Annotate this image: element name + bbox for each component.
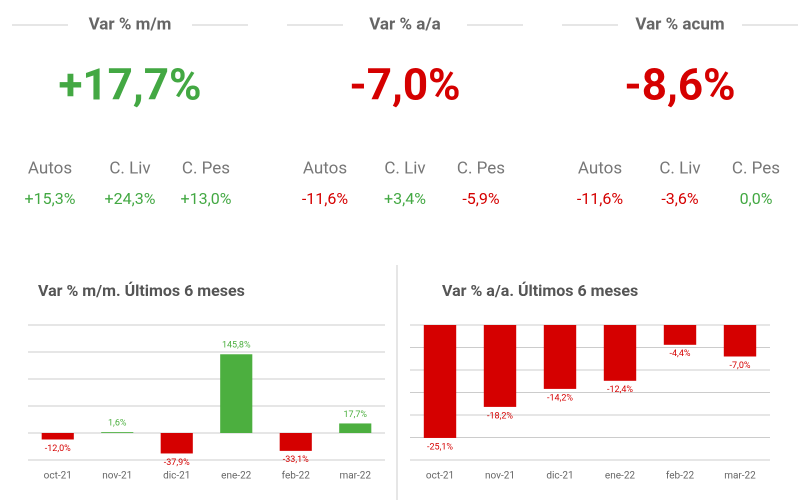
kpi-item-value: -11,6% — [577, 189, 624, 208]
kpi-item-value: -11,6% — [302, 189, 349, 208]
bar — [724, 325, 756, 357]
bar — [220, 354, 252, 433]
kpi-item-label: Autos — [303, 158, 347, 178]
bar — [424, 325, 456, 438]
x-tick-label: feb-22 — [666, 470, 695, 482]
kpi-item-label: C. Liv — [659, 158, 700, 178]
chart-title: Var % a/a. Últimos 6 meses — [442, 281, 638, 300]
x-tick-label: nov-21 — [485, 471, 515, 482]
bar — [339, 423, 371, 433]
value-label: -33,1% — [283, 455, 309, 465]
value-label: 145,8% — [222, 341, 251, 351]
x-tick-label: mar-22 — [339, 471, 371, 482]
kpi-title: Var % acum — [635, 14, 724, 34]
kpi-value: -8,6% — [624, 59, 735, 111]
kpi-title: Var % m/m — [89, 14, 172, 34]
kpi-item-label: Autos — [578, 158, 622, 178]
kpi-item-label: C. Pes — [457, 158, 505, 178]
x-tick-label: oct-21 — [426, 471, 454, 482]
bar — [42, 433, 74, 439]
value-label: -12,4% — [607, 385, 633, 395]
kpi-item-label: C. Pes — [732, 158, 780, 178]
value-label: -7,0% — [730, 361, 751, 371]
value-label: -37,9% — [164, 458, 190, 468]
bar — [280, 433, 312, 451]
value-label: 1,6% — [108, 419, 127, 429]
kpi-value: -7,0% — [349, 59, 460, 111]
bar — [604, 325, 636, 381]
value-label: -18,2% — [487, 411, 513, 421]
kpi-item-label: C. Liv — [384, 158, 425, 178]
x-tick-label: ene-22 — [221, 471, 252, 482]
x-tick-label: dic-21 — [546, 471, 573, 482]
kpi-item-label: C. Pes — [182, 158, 230, 178]
kpi-item-label: C. Liv — [109, 158, 150, 178]
value-label: -25,1% — [427, 442, 453, 452]
x-tick-label: dic-21 — [163, 471, 190, 482]
x-tick-label: mar-22 — [724, 471, 756, 482]
value-label: 17,7% — [343, 410, 367, 420]
chart-title: Var % m/m. Últimos 6 meses — [38, 281, 245, 300]
kpi-item-value: +13,0% — [181, 189, 232, 208]
kpi-item-value: +3,4% — [384, 189, 426, 208]
kpi-item-value: +15,3% — [25, 189, 76, 208]
value-label: -4,4% — [670, 349, 691, 359]
bar — [101, 432, 133, 433]
kpi-item-value: +24,3% — [105, 189, 156, 208]
x-tick-label: feb-22 — [282, 470, 311, 482]
bar — [484, 325, 516, 407]
bar — [664, 325, 696, 345]
value-label: -12,0% — [45, 444, 71, 454]
x-tick-label: nov-21 — [102, 471, 132, 482]
kpi-title: Var % a/a — [369, 14, 441, 34]
kpi-item-label: Autos — [28, 158, 72, 178]
kpi-item-value: 0,0% — [740, 189, 773, 208]
kpi-item-value: -3,6% — [661, 189, 699, 208]
x-tick-label: ene-22 — [605, 471, 636, 482]
kpi-value: +17,7% — [58, 59, 201, 111]
bar — [161, 433, 193, 453]
kpi-item-value: -5,9% — [462, 189, 500, 208]
value-label: -14,2% — [547, 393, 573, 403]
x-tick-label: oct-21 — [44, 471, 72, 482]
bar — [544, 325, 576, 389]
